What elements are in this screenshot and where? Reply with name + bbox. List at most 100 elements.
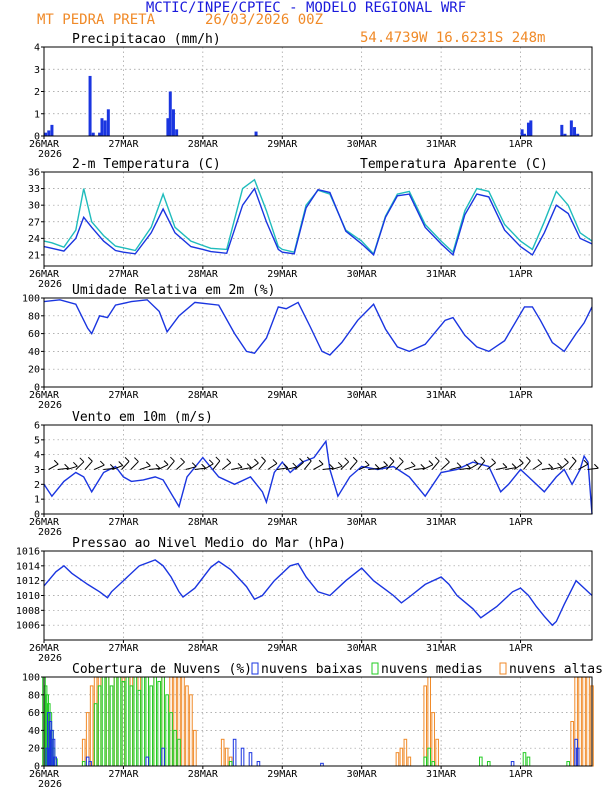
wind-barb-feather [226, 458, 232, 464]
wind-barb [176, 461, 185, 470]
y-tick-label: 33 [28, 184, 40, 195]
panel-title: Pressao ao Nivel Medio do Mar (hPa) [72, 536, 346, 551]
cloud-bar [109, 685, 114, 767]
precip-bar [569, 120, 573, 136]
x-tick-label: 26MAR [29, 517, 60, 528]
wind-barb [559, 461, 569, 470]
wind-barb-feather [118, 461, 124, 466]
precip-bar [563, 133, 567, 136]
header-run-date: 26/03/2026 00Z [205, 12, 323, 28]
cloud-bar [423, 685, 428, 767]
x-tick-label: 30MAR [347, 517, 378, 528]
wind-barb-feather [502, 463, 508, 468]
cloud-bar [89, 685, 94, 767]
y-tick-label: 21 [28, 250, 40, 261]
wind-barb [322, 467, 334, 470]
wind-barb-feather [283, 463, 289, 469]
wind-barb [313, 463, 324, 470]
cloud-bar [566, 761, 570, 767]
x-tick-label: 31MAR [426, 269, 457, 280]
wind-barb-feather [445, 457, 450, 463]
y-tick-label: 80 [28, 311, 40, 322]
x-year-label: 2026 [38, 527, 62, 538]
x-tick-label: 26MAR [29, 390, 60, 401]
cloud-bar [232, 738, 237, 767]
x-year-label: 2026 [38, 149, 62, 160]
wind-barb-feather [124, 457, 130, 462]
wind-barb-feather [134, 457, 139, 462]
wind-barb-feather [428, 460, 434, 465]
cloud-bar [145, 676, 150, 767]
wind-barb [496, 466, 507, 470]
y-tick-label: 36 [28, 168, 40, 179]
cloud-bar [133, 676, 138, 767]
wind-barb [285, 466, 297, 470]
x-tick-label: 31MAR [426, 139, 457, 150]
wind-barb [194, 467, 206, 470]
wind-barb [486, 462, 496, 470]
precip-bar [522, 133, 526, 136]
panel-4: 0 1 2 3 4 5 6 26MAR 27MAR 28MAR 29MAR 30MAR 31MAR 1AP… [29, 410, 599, 538]
series-line [43, 299, 593, 356]
wind-barb-feather [201, 463, 206, 469]
wind-barb-feather [344, 457, 350, 463]
wind-barb-feather [374, 464, 380, 469]
x-tick-label: 28MAR [188, 390, 219, 401]
wind-barb [139, 465, 151, 470]
wind-barb-feather [420, 463, 426, 469]
cloud-bar [141, 676, 146, 767]
panel-frame [43, 676, 593, 767]
y-tick-label: 5 [34, 435, 40, 446]
precip-bar [103, 120, 107, 136]
wind-barb-feather [237, 463, 243, 468]
cloud-bar [423, 756, 428, 767]
cloud-bar [435, 738, 439, 767]
panel-title: Vento em 10m (m/s) [72, 410, 213, 425]
x-tick-label: 28MAR [188, 269, 219, 280]
cloud-bar [137, 689, 142, 767]
y-tick-label: 4 [34, 450, 40, 461]
x-tick-label: 29MAR [267, 390, 298, 401]
wind-barb [505, 467, 517, 470]
x-tick-label: 1APR [508, 390, 533, 401]
y-tick-label: 1008 [16, 606, 40, 617]
x-tick-label: 29MAR [267, 269, 298, 280]
x-year-label: 2026 [38, 279, 62, 290]
x-year-label: 2026 [38, 400, 62, 411]
series-line [43, 439, 593, 515]
y-tick-label: 1012 [16, 576, 40, 587]
series-line [43, 559, 593, 627]
x-tick-label: 29MAR [267, 643, 298, 654]
cloud-bar [193, 729, 197, 767]
wind-barb-feather [215, 456, 221, 462]
x-tick-label: 1APR [508, 769, 533, 780]
panel-6: 0 20 40 60 80 100 26MAR 27MAR 28MAR 29MAR 30MAR 31M… [22, 662, 603, 790]
cloud-bar [153, 676, 157, 767]
x-tick-label: 28MAR [188, 139, 219, 150]
wind-barb [395, 461, 404, 470]
wind-barb [386, 461, 395, 470]
wind-barb-feather [434, 456, 440, 462]
wind-barb-feather [548, 463, 554, 469]
wind-barb [66, 465, 78, 470]
wind-barb-feather [53, 459, 59, 465]
wind-barb [212, 460, 221, 470]
wind-barb-feather [456, 462, 462, 468]
wind-barb-feather [145, 461, 151, 467]
cloud-bar [81, 761, 86, 767]
y-tick-label: 30 [28, 201, 40, 212]
cloud-bar [431, 712, 435, 767]
precip-bar [576, 133, 580, 136]
wind-barb-feather [571, 456, 577, 462]
wind-barb [130, 461, 139, 470]
wind-barb [440, 461, 450, 470]
wind-barb [578, 463, 589, 470]
wind-barb-feather [109, 464, 115, 469]
y-tick-label: 0 [34, 510, 40, 521]
x-tick-label: 1APR [508, 139, 533, 150]
x-year-label: 2026 [38, 779, 62, 790]
y-tick-label: 1006 [16, 621, 40, 632]
y-tick-label: 20 [28, 365, 40, 376]
wind-barb-feather [272, 459, 278, 464]
wind-barb [84, 460, 93, 470]
